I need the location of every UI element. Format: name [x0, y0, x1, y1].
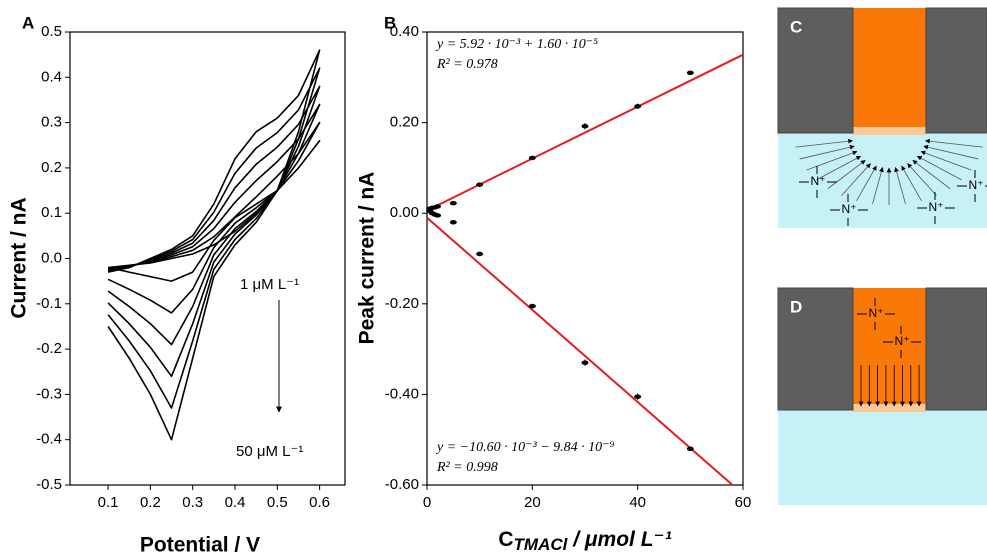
- interface: [853, 404, 926, 412]
- ion-label: N⁺: [969, 178, 984, 192]
- y-tick-label: 0.2: [41, 159, 62, 176]
- cv-curve: [107, 85, 321, 378]
- data-point: [686, 70, 694, 75]
- data-point: [581, 124, 589, 129]
- cv-curve: [107, 139, 321, 282]
- membrane-left: [777, 7, 854, 134]
- y-tick-label: 0.00: [390, 204, 419, 221]
- data-point: [449, 201, 457, 206]
- x-tick-label: 0.6: [309, 494, 330, 511]
- x-axis-label-main: C: [498, 528, 513, 551]
- y-tick-label: -0.3: [36, 385, 62, 402]
- y-axis-label: Peak current / nA: [356, 172, 379, 345]
- x-tick-label: 20: [524, 494, 541, 511]
- y-tick-label: -0.4: [36, 431, 62, 448]
- data-point: [434, 204, 442, 209]
- y-tick-label: 0.0: [41, 249, 62, 266]
- fit-line: [426, 53, 744, 212]
- y-tick-label: 0.20: [390, 114, 419, 131]
- diffusion-line: [920, 150, 972, 171]
- y-tick-label: 0.4: [41, 68, 62, 85]
- diffusion-line: [924, 138, 983, 148]
- x-tick-label: 0.2: [140, 494, 161, 511]
- membrane-right: [925, 287, 987, 411]
- interface: [853, 127, 926, 135]
- data-point: [434, 213, 442, 218]
- panel-label: D: [790, 297, 802, 316]
- y-tick-label: -0.20: [385, 295, 419, 312]
- x-axis-label-rest: / μmol L⁻¹: [567, 528, 671, 551]
- membrane-left: [777, 287, 854, 411]
- diffusion-line: [916, 155, 962, 181]
- ion-label: N⁺: [811, 174, 826, 188]
- y-tick-label: 0.40: [390, 23, 419, 40]
- diffusion-line: [912, 159, 951, 189]
- data-point: [581, 360, 589, 365]
- diffusion-line: [799, 144, 855, 160]
- pore-fill: [853, 8, 926, 133]
- x-tick-label: 0.1: [98, 494, 119, 511]
- diffusion-line: [901, 165, 922, 201]
- y-tick-label: 0.3: [41, 114, 62, 131]
- equation: R² = 0.998: [436, 460, 498, 475]
- y-tick-label: -0.1: [36, 295, 62, 312]
- data-point: [686, 446, 694, 451]
- cv-curve: [107, 121, 321, 314]
- diffusion-line: [907, 163, 937, 196]
- annotation: 50 μM L⁻¹: [236, 443, 303, 460]
- x-tick-label: 0.5: [267, 494, 288, 511]
- x-tick-label: 40: [629, 494, 646, 511]
- diffusion-line: [856, 165, 877, 201]
- x-tick-label: 0.4: [225, 494, 246, 511]
- y-tick-label: -0.40: [385, 385, 419, 402]
- panel-label: B: [384, 13, 396, 32]
- data-point: [528, 155, 536, 161]
- pore-fill: [853, 288, 926, 410]
- equation: R² = 0.978: [436, 57, 498, 72]
- data-point: [634, 394, 642, 399]
- ion-label: N⁺: [929, 200, 944, 214]
- data-point: [476, 182, 484, 187]
- cv-curve: [107, 49, 321, 441]
- x-axis-label-sub: TMACl: [514, 535, 569, 554]
- ion-label: N⁺: [842, 202, 857, 216]
- diffusion-line: [795, 138, 854, 148]
- data-point: [634, 104, 642, 109]
- y-tick-label: -0.5: [36, 476, 62, 493]
- panel-label: C: [790, 17, 802, 36]
- y-tick-label: 0.1: [41, 204, 62, 221]
- diffusion-line: [894, 167, 906, 205]
- y-tick-label: -0.60: [385, 476, 419, 493]
- panel-label: A: [22, 13, 34, 32]
- diffusion-line: [806, 150, 858, 171]
- equation: y = 5.92 · 10⁻³ + 1.60 · 10⁻⁵: [435, 37, 598, 52]
- diffusion-line: [872, 167, 884, 205]
- y-tick-label: 0.5: [41, 23, 62, 40]
- annotation: 1 μM L⁻¹: [240, 276, 299, 293]
- data-point: [476, 251, 484, 257]
- diffusion-line: [816, 155, 862, 181]
- cv-curve: [107, 103, 321, 346]
- cv-curve: [107, 67, 321, 409]
- x-axis-label: Potential / V: [140, 534, 260, 557]
- plot-frame: [426, 31, 744, 486]
- ion-label: N⁺: [869, 306, 884, 320]
- x-tick-label: 60: [735, 494, 752, 511]
- data-point: [449, 220, 457, 225]
- x-tick-label: 0: [423, 494, 431, 511]
- x-axis-label: CTMACl / μmol L⁻¹: [498, 528, 671, 555]
- ion-label: N⁺: [895, 334, 910, 348]
- y-tick-label: -0.2: [36, 340, 62, 357]
- diffusion-line: [827, 159, 866, 189]
- membrane-right: [925, 7, 987, 134]
- y-axis-label: Current / nA: [8, 197, 31, 318]
- data-point: [528, 303, 536, 309]
- diffusion-line: [841, 163, 871, 196]
- x-tick-label: 0.3: [182, 494, 203, 511]
- equation: y = −10.60 · 10⁻³ − 9.84 · 10⁻⁹: [435, 440, 615, 455]
- fit-line: [426, 216, 734, 486]
- diffusion-line: [923, 144, 979, 160]
